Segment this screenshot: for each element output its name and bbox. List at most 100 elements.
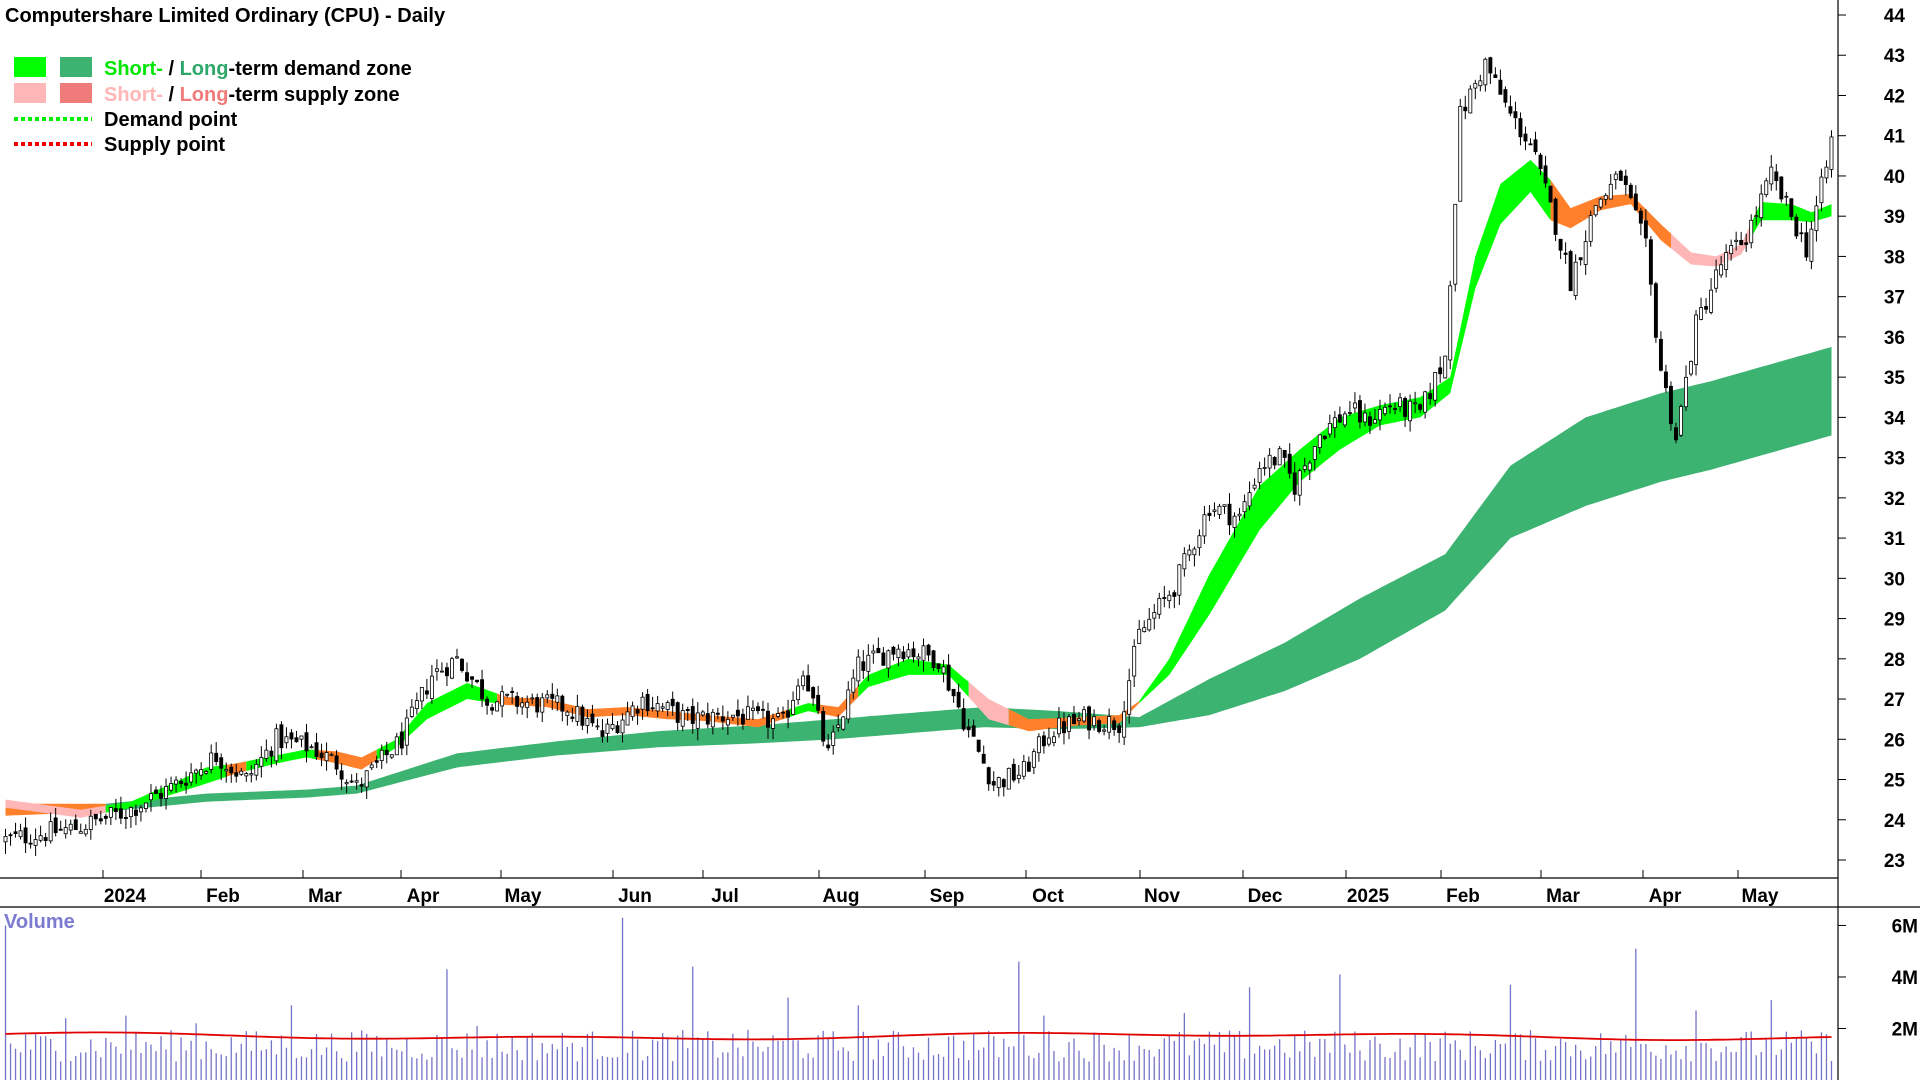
candle-body [128, 807, 133, 818]
candle-body [78, 831, 83, 834]
candle-body [861, 661, 866, 671]
candle-body [665, 702, 670, 710]
candle-body [1067, 716, 1071, 732]
candle-body [214, 752, 219, 763]
candle-body [424, 690, 429, 695]
candle-body [971, 725, 976, 737]
candle-body [750, 707, 755, 711]
chart-title: Computershare Limited Ordinary (CPU) - D… [5, 5, 446, 27]
candle-body [1829, 136, 1834, 170]
candle-body [1092, 716, 1097, 727]
candle-body [876, 647, 881, 654]
candle-body [1162, 597, 1167, 599]
candle-body [715, 712, 720, 715]
y-tick-label: 31 [1884, 529, 1906, 550]
candle-body [209, 752, 214, 770]
y-tick-label: 39 [1884, 207, 1905, 228]
candle-body [906, 649, 911, 658]
candle-body [961, 708, 966, 730]
candle-body [1448, 285, 1453, 361]
y-tick-label: 42 [1884, 86, 1905, 107]
candle-body [720, 716, 725, 722]
candle-body [1297, 470, 1302, 496]
candle-body [1167, 594, 1172, 602]
candle-body [1413, 402, 1418, 405]
candle-body [1553, 198, 1558, 235]
candle-body [1488, 57, 1493, 74]
candle-body [545, 694, 550, 699]
candle-body [901, 651, 906, 660]
candle-body [1152, 612, 1157, 619]
candle-body [781, 711, 786, 714]
x-tick-label: Oct [1032, 886, 1064, 907]
candle-body [1538, 154, 1543, 169]
candle-body [239, 770, 244, 775]
candle-body [791, 700, 796, 715]
candle-body [580, 706, 585, 726]
volume-average-line [5, 1031, 1832, 1041]
candle-body [73, 819, 78, 831]
candle-body [254, 764, 259, 776]
candle-body [339, 770, 344, 780]
candle-body [1528, 143, 1533, 146]
candle-body [234, 772, 239, 777]
candle-body [655, 703, 660, 712]
candle-body [1754, 215, 1759, 218]
candle-body [525, 701, 530, 708]
candle-body [1463, 106, 1468, 112]
volume-tick-label: 4M [1892, 968, 1918, 989]
candle-body [1302, 465, 1307, 470]
legend-swatch-long [60, 83, 92, 103]
candle-body [1548, 185, 1553, 203]
candle-body [470, 676, 474, 680]
x-tick-label: Mar [1546, 886, 1580, 907]
candle-body [289, 732, 294, 740]
candle-body [1172, 592, 1177, 597]
candle-body [304, 732, 309, 752]
candle-body [3, 836, 8, 843]
candle-body [1102, 729, 1107, 732]
candle-body [1593, 205, 1598, 216]
candle-body [1242, 501, 1247, 513]
candle-body [761, 708, 765, 711]
candle-body [1438, 367, 1443, 375]
candle-body [886, 650, 891, 669]
candle-body [976, 739, 981, 752]
candle-body [670, 698, 675, 707]
candle-body [801, 675, 806, 687]
candle-body [705, 713, 710, 725]
candle-body [851, 677, 856, 693]
candle-body [384, 749, 389, 756]
candle-body [1347, 412, 1352, 414]
candle-body [1192, 548, 1197, 556]
x-tick-label: Dec [1248, 886, 1283, 907]
candle-body [540, 697, 545, 713]
y-tick-label: 34 [1884, 408, 1906, 429]
y-tick-label: 36 [1884, 328, 1905, 349]
candle-body [1729, 244, 1734, 255]
candle-body [1779, 176, 1784, 200]
candle-body [264, 749, 269, 759]
candle-body [8, 834, 13, 837]
volume-bars [4, 917, 1833, 1080]
candle-body [344, 782, 349, 785]
candle-body [1518, 118, 1523, 138]
candle-body [429, 675, 434, 699]
candle-body [1658, 338, 1663, 371]
x-tick-label: Mar [308, 886, 342, 907]
candle-body [921, 645, 926, 661]
candle-body [189, 772, 194, 783]
candle-body [399, 731, 404, 749]
candle-body [334, 755, 339, 770]
candle-body [555, 695, 560, 703]
y-tick-label: 40 [1884, 167, 1905, 188]
candle-body [1272, 457, 1277, 466]
candle-body [1107, 716, 1112, 733]
candle-body [846, 689, 851, 720]
candle-body [1207, 512, 1212, 517]
candle-body [1774, 171, 1779, 182]
candle-body [981, 753, 986, 764]
candle-body [1523, 133, 1528, 142]
candle-body [615, 725, 620, 734]
candle-body [1157, 597, 1162, 615]
